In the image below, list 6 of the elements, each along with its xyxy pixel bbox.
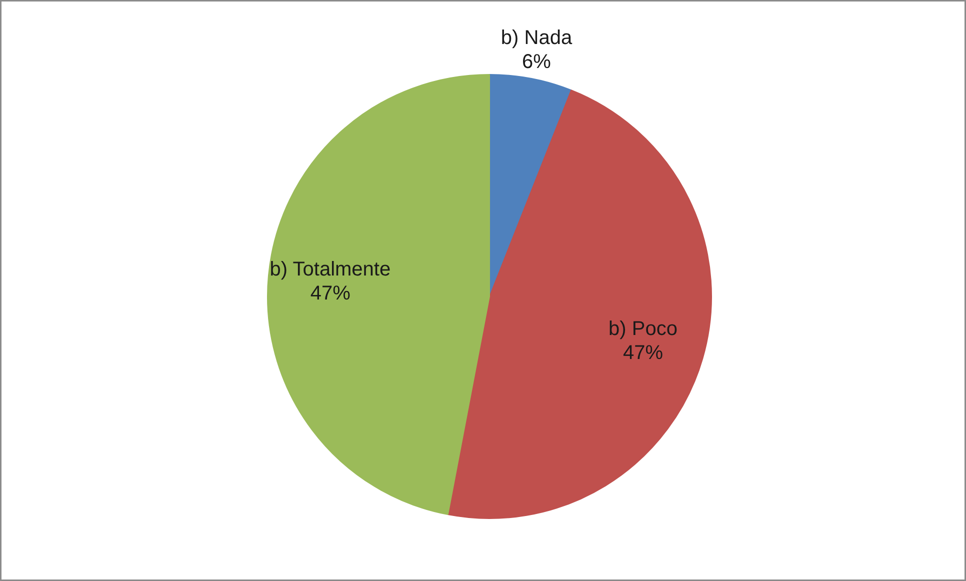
slice-label: b) Totalmente — [270, 258, 391, 280]
data-label: 47% — [310, 282, 351, 304]
slice-label: b) Nada — [500, 27, 573, 50]
data-label: 47% — [622, 342, 664, 364]
slice-label: b) Poco — [608, 318, 678, 340]
data-label: 6% — [522, 51, 552, 74]
